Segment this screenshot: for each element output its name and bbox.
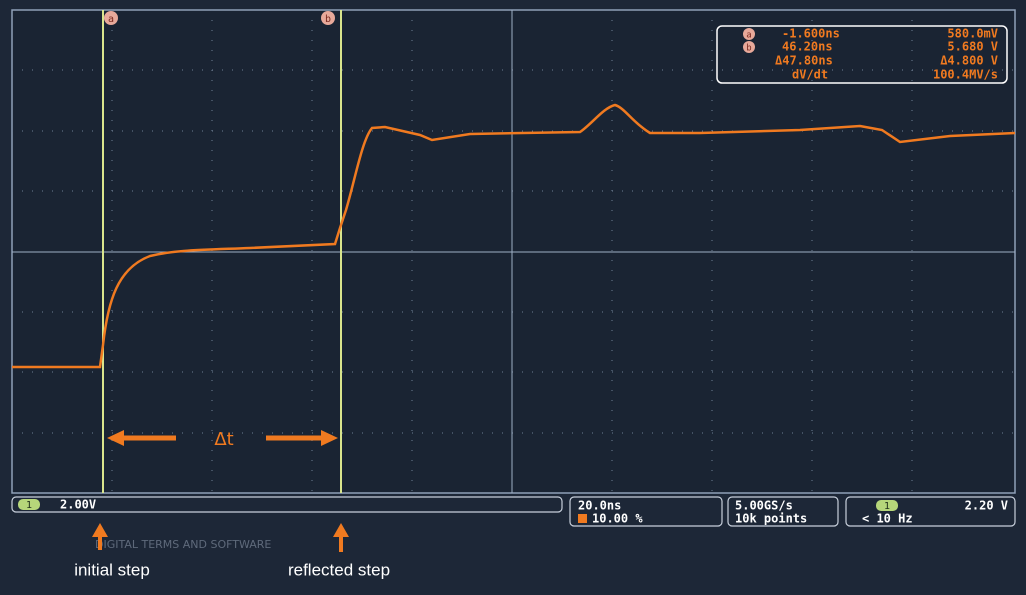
arrow-head: [321, 430, 338, 446]
readout-badge: [743, 28, 755, 40]
delta-label: Δt: [214, 429, 233, 450]
readout-value: 580.0mV: [947, 27, 998, 41]
cursor-badge: [104, 11, 118, 25]
cursor-label: b: [325, 14, 331, 25]
trigger-frequency: < 10 Hz: [862, 512, 913, 526]
record-length: 10k points: [735, 512, 807, 526]
timebase-box: [569, 496, 723, 527]
readout-value: 100.4MV/s: [933, 68, 998, 82]
annotation-arrow: [92, 523, 108, 550]
readout-value: Δ47.80ns: [775, 54, 833, 68]
readout-value: -1.600ns: [782, 27, 840, 41]
channel-bar: [11, 496, 563, 513]
sample-rate: 5.00GS/s: [735, 499, 793, 513]
delta-arrows: [107, 430, 338, 446]
acquisition-box: [727, 496, 839, 527]
watermark: DIGITAL TERMS AND SOFTWARE: [95, 538, 271, 551]
trigger-channel: 1: [884, 501, 890, 512]
annotation: initial step: [74, 560, 150, 579]
trigger-badge: [876, 500, 898, 511]
channel-number: 1: [26, 500, 32, 511]
annotation-arrow: [333, 523, 349, 552]
readout-badge: [743, 41, 755, 53]
channel-scale: 2.00V: [60, 498, 96, 512]
timebase: 20.0ns: [578, 499, 621, 513]
readout-value: 5.680 V: [947, 40, 998, 54]
trigger-level: 2.20 V: [965, 499, 1008, 513]
annotation: reflected step: [288, 560, 390, 579]
channel-badge: [18, 499, 40, 510]
waveform: [12, 103, 1016, 369]
readout-value: Δ4.800 V: [940, 54, 998, 68]
arrow-head: [107, 430, 124, 446]
position-icon: [578, 514, 587, 523]
cursor-badge: [321, 11, 335, 25]
readout-label: b: [746, 44, 751, 54]
readout-value: dV/dt: [792, 68, 828, 82]
readout-label: a: [746, 31, 751, 41]
position: 10.00 %: [592, 512, 643, 526]
cursor-label: a: [108, 14, 114, 25]
trigger-box: [845, 496, 1016, 527]
readout-value: 46.20ns: [782, 40, 833, 54]
readout-box: [716, 25, 1008, 84]
